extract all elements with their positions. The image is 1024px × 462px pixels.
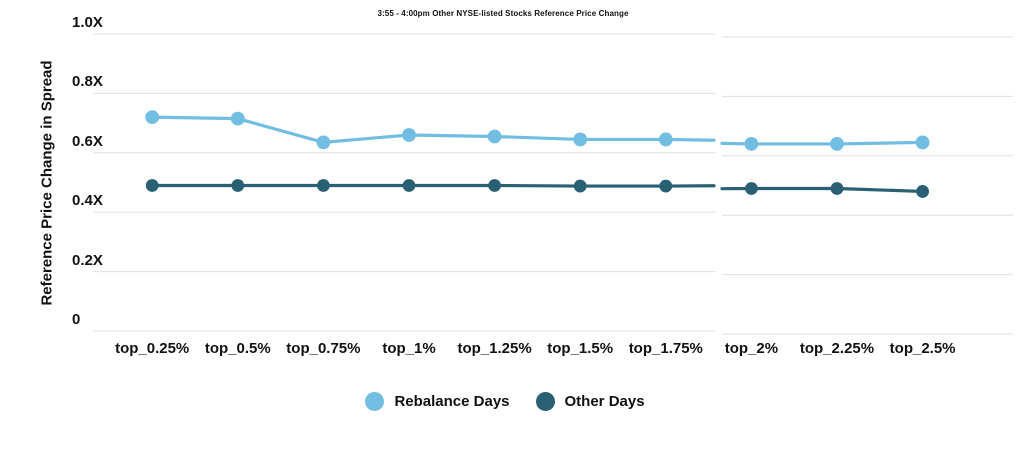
series-line-other-days [720,186,925,194]
data-point-rebalance-days [658,132,673,147]
x-tick-label: top_1% [382,340,436,357]
data-point-other-days [317,179,330,192]
x-tick-label: top_2.5% [889,340,956,357]
data-point-other-days [573,179,587,193]
data-point-other-days [659,179,673,193]
y-tick-label: 0.4X [72,192,103,210]
series-line-rebalance-days [150,115,716,145]
data-point-rebalance-days [744,137,759,151]
data-point-rebalance-days [573,132,588,147]
data-point-other-days [402,179,416,192]
data-point-other-days [231,179,245,192]
series-line-other-days [150,183,716,188]
legend: Rebalance Days Other Days [0,392,1010,411]
data-point-other-days [916,185,929,198]
y-tick-label: 0 [72,311,81,328]
data-point-rebalance-days [915,135,930,150]
legend-swatch-icon [365,392,385,411]
y-tick-label: 0.8X [72,73,103,91]
y-tick-label: 0.2X [72,251,103,269]
legend-item-other-days: Other Days [535,392,645,411]
x-tick-label: top_1.5% [547,340,614,357]
legend-swatch-icon [535,392,555,411]
data-point-other-days [488,179,501,192]
data-point-rebalance-days [230,111,245,126]
x-tick-label: top_2% [724,340,779,357]
plot-area [93,33,1013,335]
y-tick-label: 1.0X [72,14,103,31]
data-point-rebalance-days [487,129,502,144]
data-point-other-days [145,179,159,192]
x-tick-label: top_0.25% [115,340,190,357]
x-tick-label: top_0.5% [204,340,271,357]
legend-item-rebalance-days: Rebalance Days [365,392,510,411]
data-point-rebalance-days [830,137,844,151]
y-tick-label: 0.6X [72,132,103,150]
x-tick-label: top_1.25% [457,340,532,357]
legend-label: Rebalance Days [394,393,510,410]
data-point-other-days [745,182,758,195]
x-tick-label: top_1.75% [628,340,703,357]
series-line-rebalance-days [720,140,925,146]
legend-label: Other Days [564,393,645,410]
x-tick-label: top_0.75% [286,340,361,357]
data-point-other-days [830,182,844,195]
chart-title: 3:55 - 4:00pm Other NYSE-listed Stocks R… [377,9,629,18]
data-point-rebalance-days [145,110,160,125]
data-point-rebalance-days [402,128,416,142]
data-point-rebalance-days [316,135,331,150]
x-tick-label: top_2.25% [799,340,875,357]
